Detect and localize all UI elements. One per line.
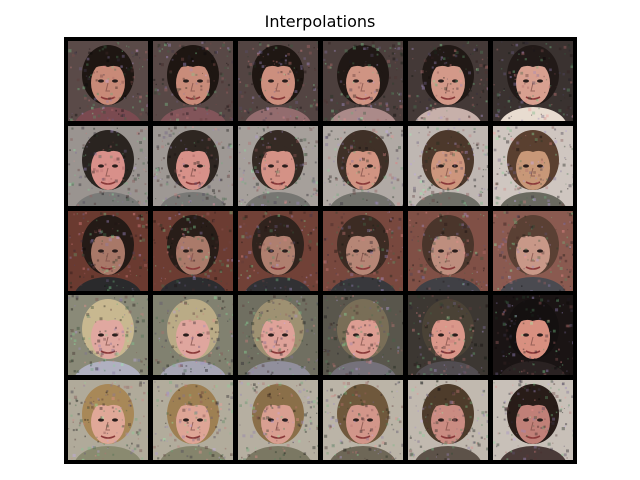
face-image (493, 210, 573, 291)
face-thumbnail (493, 41, 573, 121)
face-thumbnail (238, 295, 318, 376)
face-image (153, 125, 233, 206)
face-thumbnail (68, 210, 148, 291)
face-thumbnail (238, 380, 318, 460)
face-image (68, 125, 148, 206)
face-image (493, 41, 573, 121)
face-image (323, 41, 403, 121)
face-image (238, 380, 318, 460)
face-thumbnail (408, 295, 488, 376)
face-image (68, 41, 148, 121)
face-thumbnail (238, 210, 318, 291)
face-image (238, 125, 318, 206)
interpolation-grid (68, 41, 573, 460)
face-image (153, 210, 233, 291)
face-image (323, 380, 403, 460)
face-thumbnail (153, 125, 233, 206)
face-image (493, 295, 573, 376)
face-thumbnail (153, 295, 233, 376)
face-thumbnail (408, 125, 488, 206)
face-image (408, 125, 488, 206)
face-thumbnail (323, 380, 403, 460)
face-image (408, 295, 488, 376)
face-thumbnail (238, 41, 318, 121)
face-image (153, 41, 233, 121)
face-thumbnail (238, 125, 318, 206)
face-thumbnail (153, 210, 233, 291)
face-thumbnail (493, 380, 573, 460)
figure-title: Interpolations (264, 12, 376, 31)
face-image (408, 41, 488, 121)
face-thumbnail (323, 210, 403, 291)
face-thumbnail (68, 125, 148, 206)
face-thumbnail (408, 210, 488, 291)
face-image (323, 210, 403, 291)
face-image (323, 125, 403, 206)
face-image (68, 380, 148, 460)
face-image (238, 295, 318, 376)
face-thumbnail (68, 380, 148, 460)
face-image (493, 380, 573, 460)
face-thumbnail (493, 295, 573, 376)
face-thumbnail (68, 295, 148, 376)
face-thumbnail (323, 125, 403, 206)
face-thumbnail (408, 380, 488, 460)
face-thumbnail (153, 41, 233, 121)
face-image (153, 295, 233, 376)
face-image (238, 41, 318, 121)
face-thumbnail (68, 41, 148, 121)
face-image (323, 295, 403, 376)
face-image (493, 125, 573, 206)
face-thumbnail (153, 380, 233, 460)
face-image (68, 210, 148, 291)
face-image (408, 210, 488, 291)
image-grid-frame (64, 37, 577, 464)
face-image (408, 380, 488, 460)
face-thumbnail (323, 41, 403, 121)
face-thumbnail (493, 210, 573, 291)
face-image (68, 295, 148, 376)
face-thumbnail (493, 125, 573, 206)
face-thumbnail (408, 41, 488, 121)
face-image (238, 210, 318, 291)
face-thumbnail (323, 295, 403, 376)
face-image (153, 380, 233, 460)
